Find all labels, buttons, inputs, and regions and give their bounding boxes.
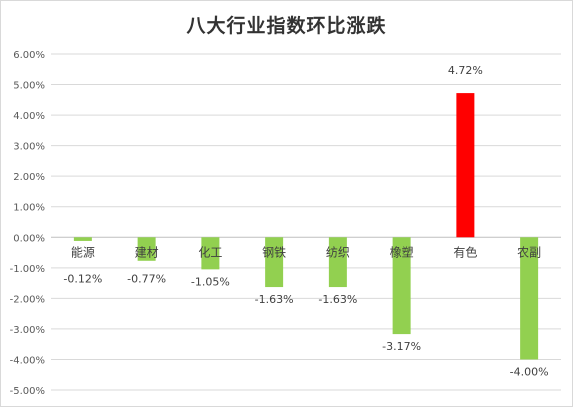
data-label: -0.77% <box>127 272 166 285</box>
data-label: 4.72% <box>448 64 483 77</box>
bar <box>201 237 220 270</box>
y-tick-label: -3.00% <box>10 325 45 336</box>
category-label: 橡塑 <box>390 244 414 259</box>
y-tick-label: -2.00% <box>10 294 45 305</box>
y-tick-label: 5.00% <box>13 81 45 92</box>
y-tick-label: 4.00% <box>13 111 45 122</box>
category-label: 纺织 <box>326 245 350 259</box>
data-label: -4.00% <box>510 365 549 378</box>
bar <box>328 237 347 288</box>
category-label: 能源 <box>71 245 95 259</box>
category-label: 钢铁 <box>262 245 286 259</box>
bar <box>520 237 539 360</box>
bar <box>456 93 475 238</box>
data-label: -1.63% <box>318 293 357 306</box>
y-tick-label: -4.00% <box>10 355 45 366</box>
y-tick-label: -1.00% <box>10 264 45 275</box>
y-tick-label: 6.00% <box>13 50 45 61</box>
y-tick-label: 3.00% <box>13 142 45 153</box>
data-label: -1.05% <box>191 275 230 288</box>
data-label: -0.12% <box>63 272 102 285</box>
bar <box>137 237 156 261</box>
bar <box>392 237 411 335</box>
y-tick-label: 0.00% <box>13 233 45 244</box>
bar <box>265 237 284 288</box>
y-tick-label: -5.00% <box>10 386 45 397</box>
category-label: 建材 <box>135 245 159 259</box>
chart-title: 八大行业指数环比涨跌 <box>186 15 387 37</box>
bar <box>73 237 92 241</box>
data-label: -3.17% <box>382 340 421 353</box>
category-label: 化工 <box>198 245 222 259</box>
data-label: -1.63% <box>255 293 294 306</box>
y-tick-label: 1.00% <box>13 203 45 214</box>
category-label: 农副 <box>517 245 541 259</box>
category-label: 有色 <box>453 245 477 259</box>
y-tick-label: 2.00% <box>13 172 45 183</box>
